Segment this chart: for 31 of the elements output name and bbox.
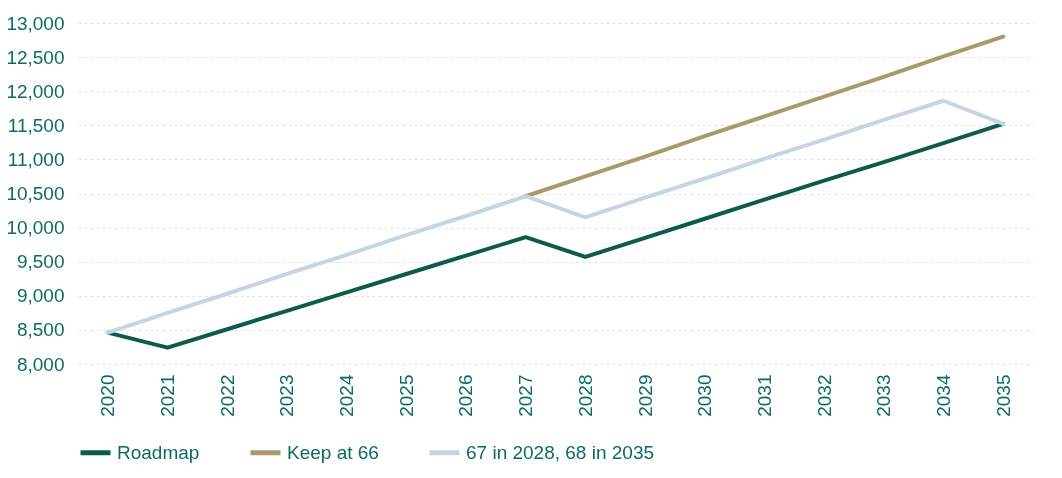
x-tick-label: 2035: [992, 374, 1014, 417]
x-tick-label: 2025: [395, 374, 417, 417]
legend-label: 67 in 2028, 68 in 2035: [466, 441, 655, 463]
y-tick-label: 12,500: [6, 46, 65, 68]
x-tick-label: 2031: [753, 374, 775, 417]
x-tick-label: 2027: [515, 374, 537, 417]
y-tick-label: 11,500: [7, 114, 65, 136]
y-tick-label: 13,000: [6, 12, 65, 34]
x-tick-label: 2033: [873, 374, 895, 417]
x-tick-label: 2034: [932, 374, 954, 417]
y-tick-label: 9,000: [16, 285, 65, 307]
y-tick-label: 10,000: [6, 217, 65, 239]
x-tick-label: 2032: [813, 374, 835, 417]
y-tick-label: 11,000: [7, 148, 65, 170]
y-tick-label: 12,000: [6, 80, 65, 102]
x-tick-label: 2021: [157, 374, 179, 417]
y-tick-label: 8,500: [16, 319, 65, 341]
legend-label: Keep at 66: [287, 441, 379, 463]
x-tick-label: 2020: [97, 374, 119, 417]
x-tick-label: 2029: [634, 374, 656, 417]
line-series: [105, 98, 1006, 335]
x-tick-label: 2026: [455, 374, 477, 417]
y-tick-label: 8,000: [16, 353, 65, 375]
y-tick-label: 10,500: [6, 183, 65, 204]
legend-label: Roadmap: [117, 441, 200, 463]
x-tick-label: 2022: [216, 374, 238, 417]
x-tick-label: 2030: [694, 374, 716, 417]
x-tick-label: 2023: [276, 374, 298, 417]
x-tick-label: 2024: [336, 374, 358, 417]
y-tick-label: 9,500: [16, 251, 65, 273]
x-tick-label: 2028: [574, 374, 596, 417]
